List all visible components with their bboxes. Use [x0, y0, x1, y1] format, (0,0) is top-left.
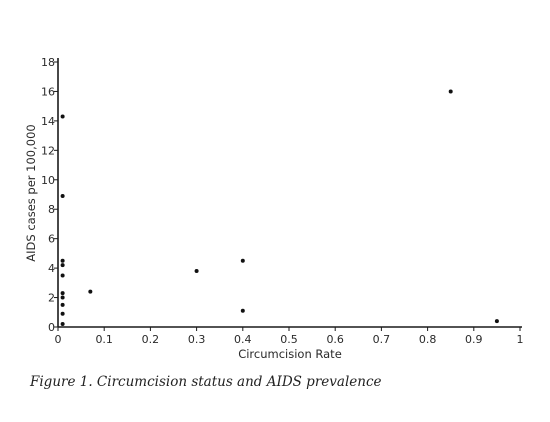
- x-tick-label: 0.6: [326, 333, 344, 346]
- x-tick-label: 0.4: [234, 333, 252, 346]
- y-tick-label: 16: [41, 85, 55, 98]
- data-point-2: [60, 258, 65, 263]
- data-point-4: [60, 273, 65, 278]
- x-tick-label: 0.5: [280, 333, 298, 346]
- y-tick-label: 12: [41, 144, 55, 157]
- x-axis-label: Circumcision Rate: [238, 347, 342, 361]
- data-point-7: [60, 302, 65, 307]
- y-tick-label: 10: [41, 174, 55, 187]
- x-tick-label: 0.8: [419, 333, 437, 346]
- x-tick-label: 0.3: [188, 333, 206, 346]
- y-tick-label: 2: [48, 292, 55, 305]
- data-point-10: [88, 289, 93, 294]
- y-tick-label: 14: [41, 115, 55, 128]
- data-point-8: [60, 311, 65, 316]
- data-point-15: [494, 319, 499, 324]
- y-tick-label: 8: [48, 203, 55, 216]
- data-point-11: [194, 269, 199, 274]
- data-point-5: [60, 291, 65, 296]
- scatter-chart: 0 0.1 0.2 0.3 0.4 0.5 0.6 0.7 0.8 0.9 102468101214…: [24, 56, 524, 361]
- data-point-3: [60, 263, 65, 268]
- data-point-14: [448, 89, 453, 94]
- data-point-12: [240, 258, 245, 263]
- data-point-0: [60, 114, 65, 119]
- x-tick-label: 1: [517, 333, 524, 346]
- figure-caption: Figure 1. Circumcision status and AIDS p…: [30, 374, 382, 390]
- data-point-9: [60, 322, 65, 327]
- x-tick-label: 0.1: [95, 333, 113, 346]
- data-point-6: [60, 295, 65, 300]
- y-axis-label: AIDS cases per 100,000: [24, 124, 38, 261]
- data-point-13: [240, 308, 245, 313]
- y-tick-label: 6: [48, 233, 55, 246]
- x-tick-label: 0.9: [465, 333, 483, 346]
- x-tick-label: 0: [55, 333, 62, 346]
- x-tick-label: 0.2: [142, 333, 160, 346]
- x-tick-label: 0.7: [373, 333, 391, 346]
- y-tick-label: 4: [48, 262, 55, 275]
- data-point-1: [60, 193, 65, 198]
- y-tick-label: 18: [41, 56, 55, 69]
- y-tick-label: 0: [48, 321, 55, 334]
